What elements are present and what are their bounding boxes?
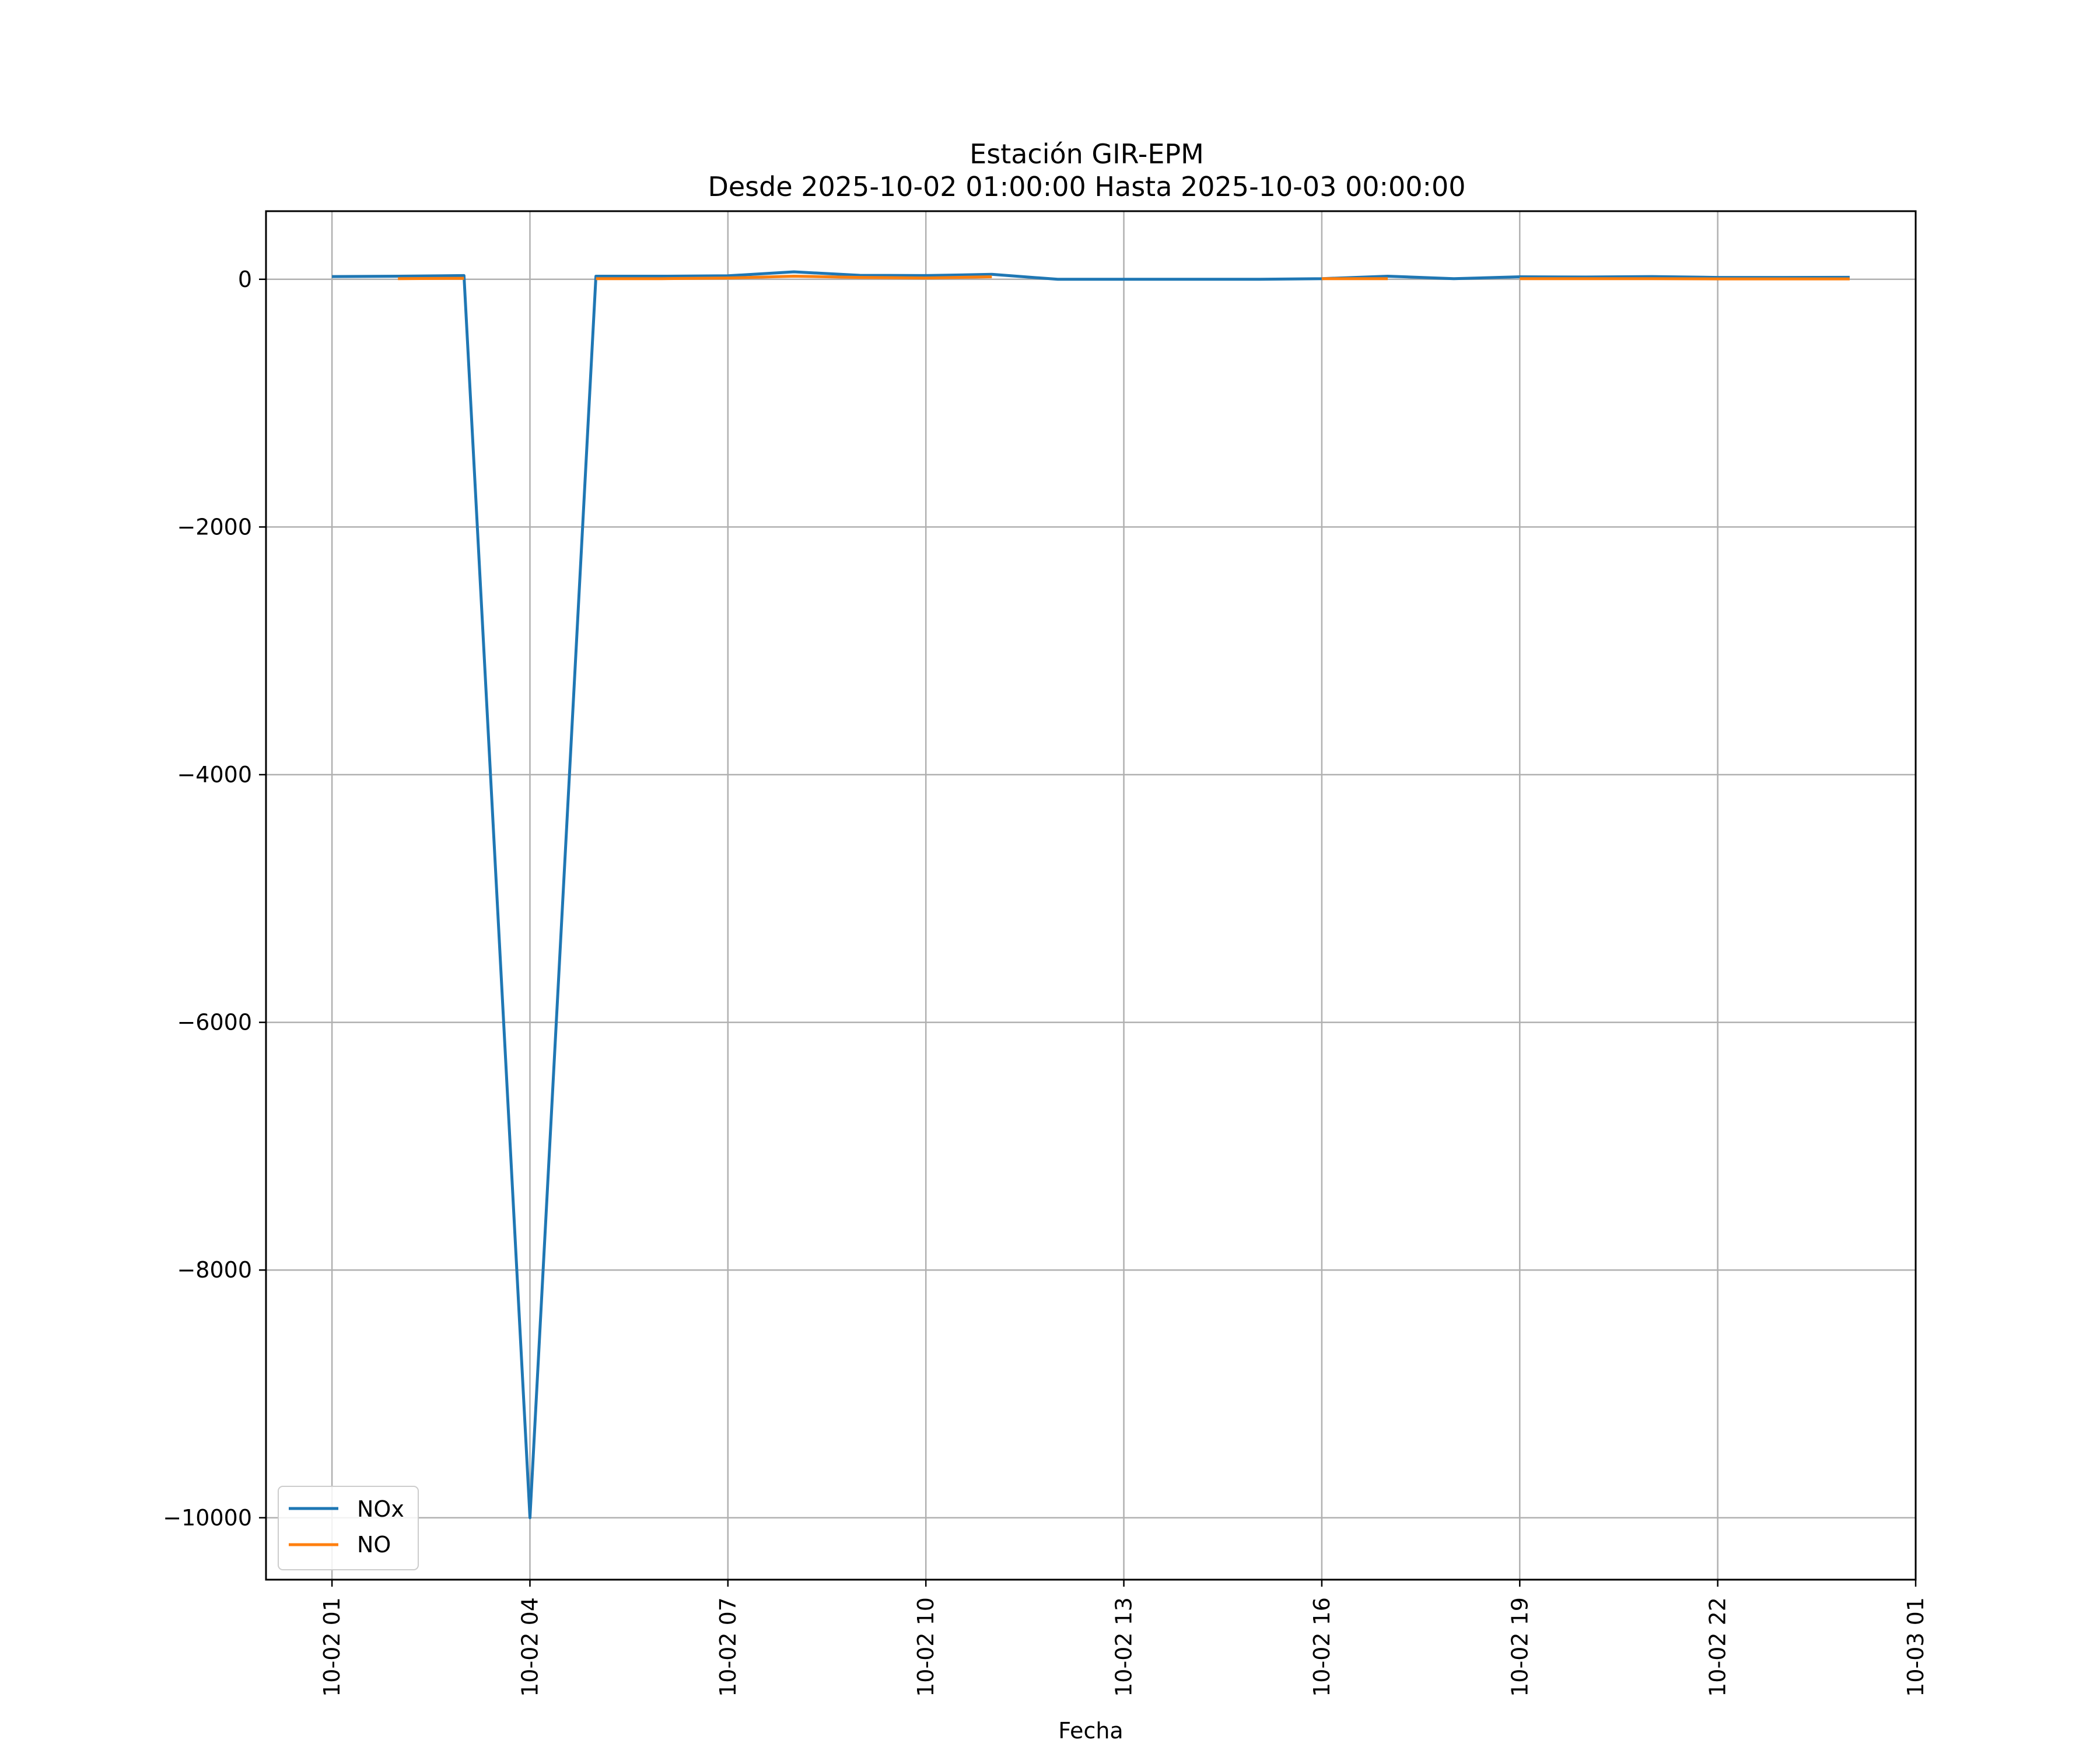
legend-label-no: NO <box>357 1532 391 1558</box>
x-axis-ticks: 10-02 01 10-02 04 10-02 07 10-02 10 10-02 13… <box>319 1580 1929 1697</box>
x-tick-label: 10-02 04 <box>517 1597 542 1697</box>
y-tick-label: −8000 <box>177 1257 252 1283</box>
x-tick-label: 10-02 10 <box>913 1597 939 1697</box>
series-line-nox <box>332 270 1850 1520</box>
x-tick-label: 10-02 13 <box>1111 1597 1137 1697</box>
y-tick-label: −10000 <box>163 1505 252 1531</box>
chart-title: Estación GIR-EPM <box>970 138 1204 170</box>
y-tick-label: −4000 <box>177 762 252 788</box>
y-axis-ticks: 0 −2000 −4000 −6000 −8000 −10000 <box>163 267 266 1531</box>
x-tick-label: 10-02 07 <box>715 1597 741 1697</box>
legend-label-nox: NOx <box>357 1496 404 1522</box>
x-tick-label: 10-02 19 <box>1507 1597 1532 1697</box>
x-axis-label: Fecha <box>1058 1718 1123 1744</box>
x-tick-label: 10-02 16 <box>1309 1597 1335 1697</box>
legend: NOx NO <box>278 1486 419 1570</box>
series-line-no <box>398 276 464 281</box>
y-tick-label: −6000 <box>177 1010 252 1035</box>
x-tick-label: 10-03 01 <box>1903 1597 1929 1697</box>
plot-area-frame <box>265 210 1917 1581</box>
chart-subtitle: Desde 2025-10-02 01:00:00 Hasta 2025-10-… <box>708 171 1465 202</box>
x-tick-label: 10-02 01 <box>319 1597 345 1697</box>
series-line-no <box>596 275 992 281</box>
y-tick-label: 0 <box>238 267 252 292</box>
y-tick-label: −2000 <box>177 514 252 540</box>
x-tick-label: 10-02 22 <box>1705 1597 1731 1697</box>
series-lines <box>332 270 1850 1520</box>
